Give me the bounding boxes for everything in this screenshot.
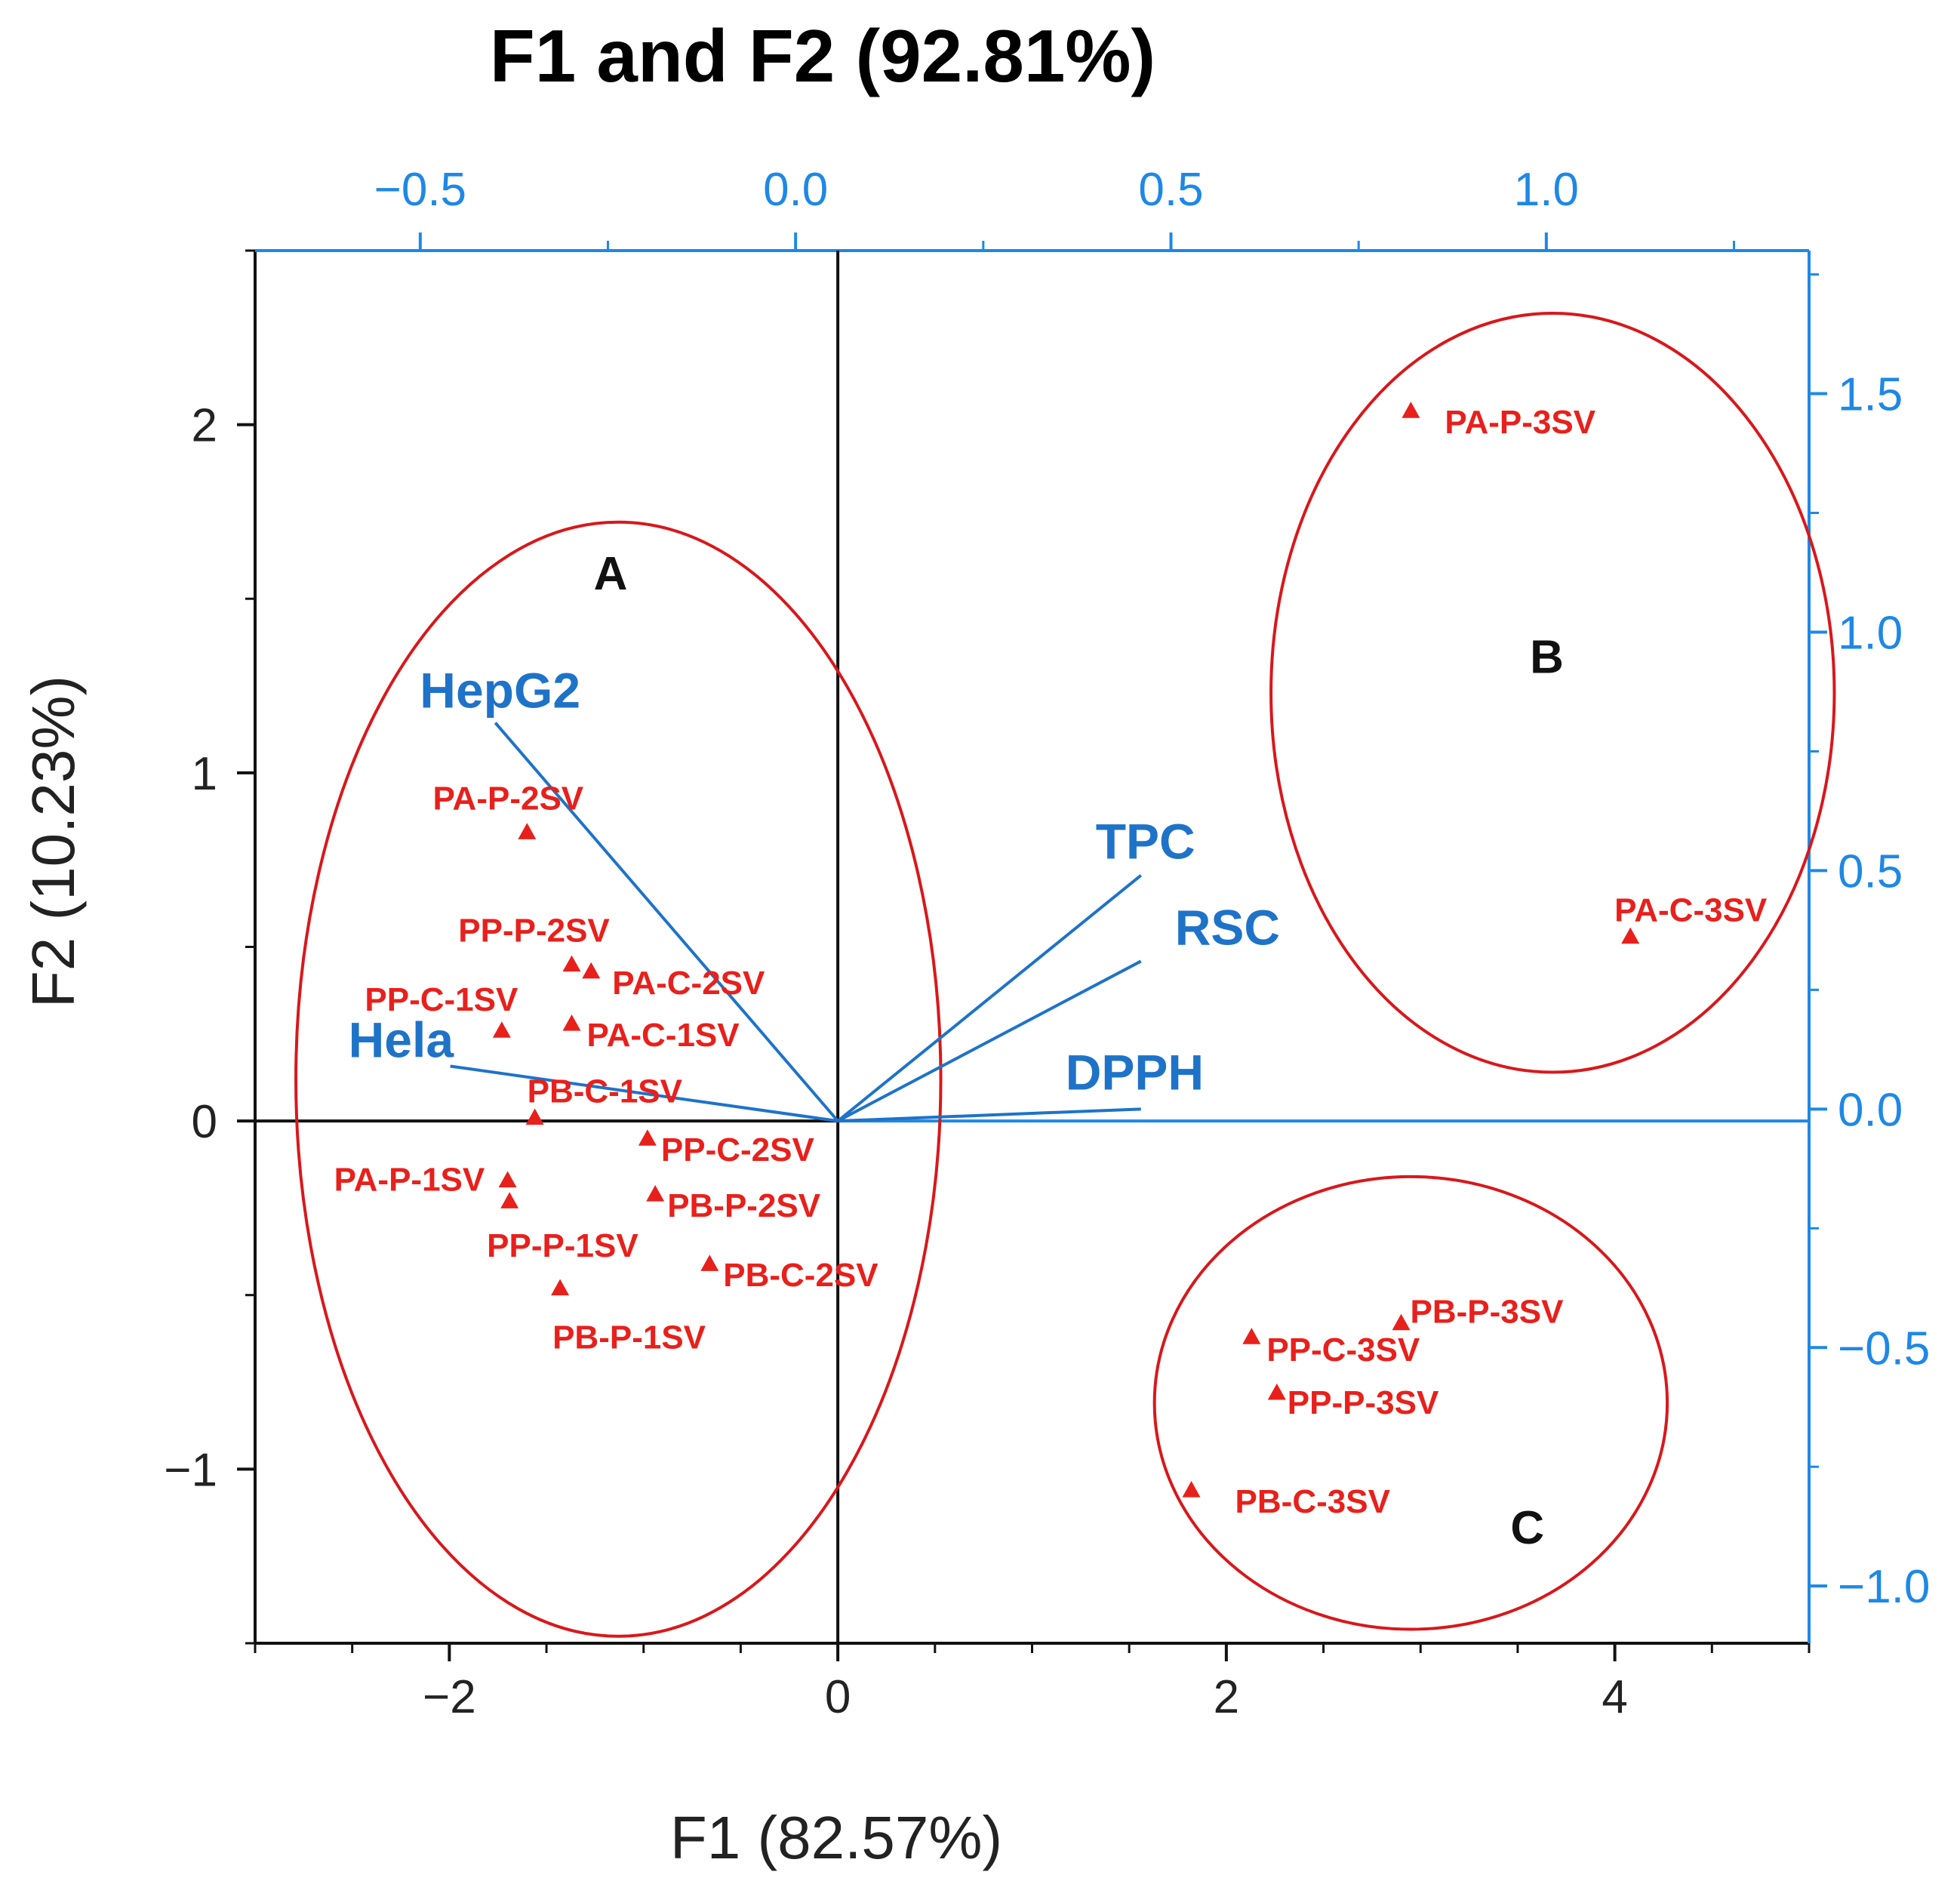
point-label-pa-p-3sv: PA-P-3SV	[1445, 404, 1595, 441]
point-marker-pp-c-1sv	[492, 1021, 511, 1038]
y-tick-label: −1	[164, 1444, 217, 1496]
point-label-pa-c-2sv: PA-C-2SV	[612, 965, 765, 1002]
vector-hela	[450, 1064, 838, 1123]
vector-label-rsc: RSC	[1175, 899, 1280, 955]
point-label-pa-p-2sv: PA-P-2SV	[432, 780, 583, 817]
point-label-pp-p-1sv: PP-P-1SV	[487, 1227, 638, 1264]
top-tick-label: 1.0	[1514, 164, 1579, 216]
vector-tpc	[836, 874, 1142, 1122]
point-label-pb-p-3sv: PB-P-3SV	[1411, 1294, 1565, 1331]
x-tick-label: 0	[825, 1671, 851, 1723]
vector-label-tpc: TPC	[1096, 814, 1195, 870]
point-marker-pa-c-3sv	[1621, 927, 1640, 944]
vector-rsc	[837, 959, 1142, 1122]
group-label-b: B	[1530, 632, 1564, 684]
vector-dpph	[838, 1107, 1141, 1123]
point-marker-pp-p-1sv	[500, 1192, 519, 1208]
right-tick-label: 1.0	[1838, 607, 1903, 659]
point-marker-pp-c-3sv	[1242, 1328, 1261, 1344]
vector-label-dpph: DPPH	[1066, 1044, 1204, 1100]
point-label-pb-p-2sv: PB-P-2SV	[667, 1187, 821, 1224]
point-label-pp-c-1sv: PP-C-1SV	[365, 981, 518, 1018]
group-ellipse-a	[294, 520, 943, 1638]
point-marker-pb-p-2sv	[646, 1184, 665, 1202]
point-marker-pa-p-2sv	[518, 823, 537, 839]
vector-label-hela: Hela	[349, 1011, 455, 1067]
point-label-pb-c-2sv: PB-C-2SV	[723, 1257, 878, 1294]
point-label-pp-p-2sv: PP-P-2SV	[458, 913, 610, 950]
point-marker-pa-c-1sv	[562, 1014, 581, 1031]
y-axis-label: F2 (10.23%)	[20, 676, 87, 1008]
point-label-pb-p-1sv: PB-P-1SV	[552, 1319, 706, 1356]
point-label-pa-c-3sv: PA-C-3SV	[1614, 892, 1768, 929]
point-label-pa-p-1sv: PA-P-1SV	[334, 1162, 485, 1199]
plot-area: −2 0 2 4 −1 0 1 2 −0.5 0.0 0.5 1.0 −1.0 −0.5 0.0 0.5 1.0…	[164, 164, 1930, 1723]
point-label-pp-c-3sv: PP-C-3SV	[1266, 1331, 1420, 1368]
right-tick-label: 0.5	[1838, 845, 1903, 897]
y-tick-label: 1	[192, 748, 217, 800]
point-marker-pa-p-3sv	[1402, 402, 1420, 418]
point-label-pp-c-2sv: PP-C-2SV	[661, 1131, 815, 1168]
group-label-c: C	[1510, 1502, 1544, 1554]
vector-hepg2	[494, 722, 839, 1122]
point-marker-pb-p-1sv	[551, 1279, 570, 1296]
group-ellipse-c	[1152, 1174, 1669, 1631]
point-marker-pp-p-3sv	[1267, 1383, 1286, 1400]
point-marker-pp-c-2sv	[638, 1129, 657, 1146]
top-tick-label: −0.5	[374, 164, 466, 216]
y-tick-label: 0	[192, 1096, 217, 1148]
vector-label-hepg2: HepG2	[420, 663, 580, 719]
chart-title: F1 and F2 (92.81%)	[490, 14, 1155, 97]
right-tick-label: 0.0	[1838, 1084, 1903, 1136]
group-label-a: A	[594, 548, 628, 600]
group-ellipse-b	[1269, 312, 1836, 1074]
point-marker-pp-p-2sv	[562, 955, 581, 972]
point-marker-pb-c-2sv	[700, 1255, 719, 1271]
point-label-pb-c-1sv: PB-C-1SV	[528, 1073, 683, 1110]
point-label-pp-p-3sv: PP-P-3SV	[1288, 1384, 1439, 1421]
x-tick-label: 4	[1602, 1671, 1627, 1723]
point-marker-pa-c-2sv	[582, 962, 601, 979]
x-tick-label: −2	[423, 1671, 476, 1723]
right-tick-label: −0.5	[1838, 1322, 1930, 1375]
right-tick-label: 1.5	[1838, 369, 1903, 421]
top-tick-label: 0.0	[763, 164, 828, 216]
point-label-pa-c-1sv: PA-C-1SV	[587, 1017, 740, 1054]
right-tick-label: −1.0	[1838, 1561, 1930, 1613]
y-tick-label: 2	[192, 400, 217, 452]
x-tick-label: 2	[1214, 1671, 1239, 1723]
x-axis-label: F1 (82.57%)	[670, 1804, 1002, 1871]
point-marker-pb-c-1sv	[525, 1108, 544, 1125]
point-marker-pb-p-3sv	[1392, 1313, 1411, 1331]
point-marker-pb-c-3sv	[1182, 1481, 1201, 1498]
top-tick-label: 0.5	[1138, 164, 1203, 216]
point-label-pb-c-3sv: PB-C-3SV	[1235, 1483, 1391, 1520]
point-marker-pa-p-1sv	[498, 1171, 517, 1188]
